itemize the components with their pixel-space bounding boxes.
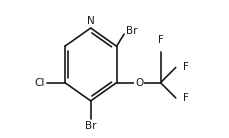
Text: F: F bbox=[183, 63, 188, 72]
Text: F: F bbox=[157, 35, 163, 45]
Text: Cl: Cl bbox=[35, 78, 45, 88]
Text: N: N bbox=[87, 17, 94, 26]
Text: O: O bbox=[135, 78, 143, 88]
Text: Br: Br bbox=[125, 26, 136, 36]
Text: Br: Br bbox=[85, 121, 96, 131]
Text: F: F bbox=[183, 93, 188, 103]
